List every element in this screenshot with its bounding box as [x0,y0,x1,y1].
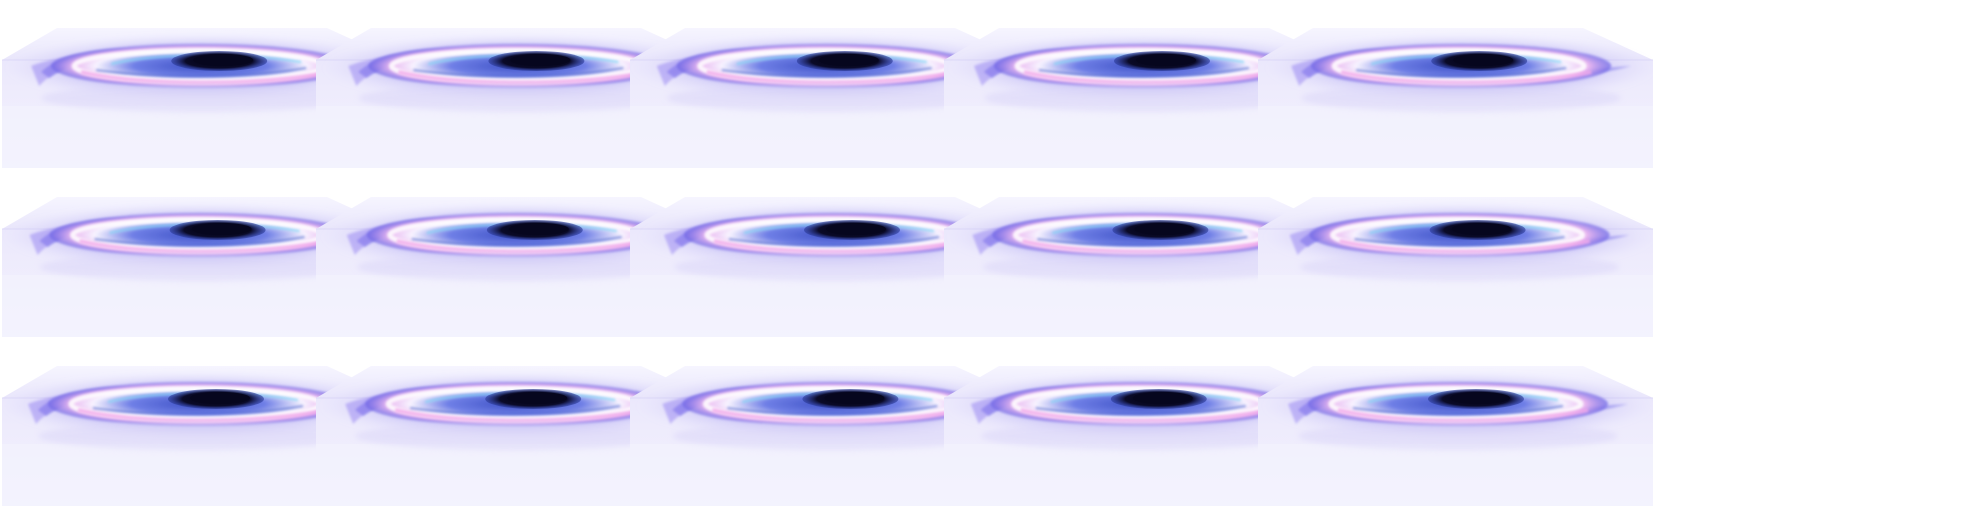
accretion-disk-render [316,28,711,168]
accretion-disk-render [630,28,1025,168]
simulation-panel [630,28,1025,168]
simulation-panel [944,28,1339,168]
simulation-panel [1258,366,1653,506]
simulation-panel [1258,28,1653,168]
simulation-panel [1258,197,1653,337]
accretion-disk-render [1258,28,1653,168]
simulation-panel [2,366,397,506]
accretion-disk-render [1258,197,1653,337]
accretion-disk-render [1258,366,1653,506]
accretion-disk-render [944,28,1339,168]
accretion-disk-render [2,366,397,506]
simulation-panel [316,28,711,168]
